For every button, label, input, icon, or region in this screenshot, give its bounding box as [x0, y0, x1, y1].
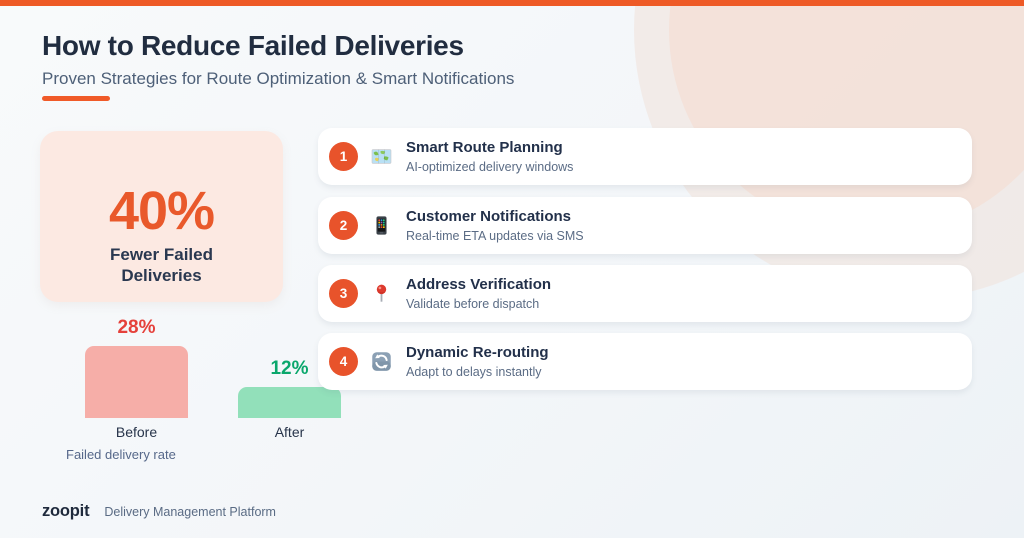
card-subtitle: AI-optimized delivery windows: [406, 159, 574, 174]
step-number-badge: 2: [329, 211, 358, 240]
page-subtitle: Proven Strategies for Route Optimization…: [42, 69, 515, 88]
card-text: Smart Route Planning AI-optimized delive…: [406, 139, 573, 175]
stat-value: 40%: [108, 181, 215, 241]
card-text: Dynamic Re-routing Adapt to delays insta…: [406, 344, 549, 380]
world-map-icon: [371, 146, 392, 167]
chart-caption: Failed delivery rate: [66, 447, 176, 462]
strategy-card-address-verification: 3 Address Verification Validate before d…: [318, 265, 972, 322]
bar-after: [238, 387, 341, 418]
stat-label-line1: Fewer Failed: [110, 245, 213, 264]
strategy-card-smart-route-planning: 1 Smart Route Planning AI-optimized deli…: [318, 128, 972, 185]
card-title: Smart Route Planning: [406, 138, 563, 156]
step-number-badge: 4: [329, 347, 358, 376]
strategy-card-dynamic-rerouting: 4 Dynamic Re-routing Adapt to delays ins…: [318, 333, 972, 390]
card-subtitle: Adapt to delays instantly: [406, 364, 542, 379]
card-title: Customer Notifications: [406, 207, 572, 225]
card-text: Address Verification Validate before dis…: [406, 276, 551, 312]
card-subtitle: Validate before dispatch: [406, 296, 540, 311]
card-subtitle: Real-time ETA updates via SMS: [406, 228, 584, 243]
brand-tagline: Delivery Management Platform: [104, 505, 276, 519]
stat-card: 40% Fewer Failed Deliveries: [40, 131, 283, 302]
round-pushpin-icon: [371, 283, 392, 304]
bar-value-after: 12%: [270, 358, 309, 380]
stat-label-line2: Deliveries: [121, 266, 202, 285]
refresh-arrows-icon: [371, 351, 392, 372]
strategy-card-customer-notifications: 2 Customer Notifications: [318, 197, 972, 254]
footer: zoopit Delivery Management Platform: [42, 502, 276, 521]
stat-label: Fewer Failed Deliveries: [110, 244, 213, 286]
bar-before: [85, 346, 188, 418]
card-title: Dynamic Re-routing: [406, 343, 549, 361]
bar-category-before: Before: [115, 424, 158, 440]
step-number-badge: 3: [329, 279, 358, 308]
page-title: How to Reduce Failed Deliveries: [42, 30, 464, 61]
brand-logo: zoopit: [42, 502, 90, 520]
step-number-badge: 1: [329, 142, 358, 171]
bar-value-before: 28%: [117, 317, 156, 339]
top-accent-bar: [0, 0, 1024, 6]
card-title: Address Verification: [406, 275, 552, 293]
mobile-phone-icon: [371, 215, 392, 236]
title-underline: [42, 96, 110, 101]
card-text: Customer Notifications Real-time ETA upd…: [406, 208, 584, 244]
bar-category-after: After: [274, 424, 305, 440]
